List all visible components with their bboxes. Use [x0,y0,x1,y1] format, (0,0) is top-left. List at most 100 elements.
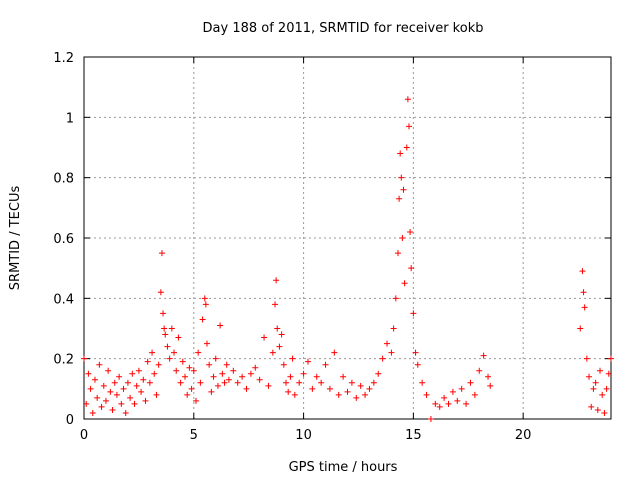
data-point [118,400,125,407]
data-point [335,391,342,398]
data-point [340,373,347,380]
y-tick-label: 0.4 [53,292,74,307]
data-point [247,370,254,377]
data-point [580,289,587,296]
data-point [140,376,147,383]
data-point [476,367,483,374]
data-point [278,331,285,338]
data-point [157,289,164,296]
data-point [313,373,320,380]
data-point [188,385,195,392]
data-point [401,280,408,287]
plot-frame [83,56,612,420]
data-point [149,349,156,356]
data-point [395,250,402,257]
data-point [296,379,303,386]
data-point [397,150,404,157]
data-point [392,295,399,302]
x-tick-label: 15 [405,428,422,443]
data-point [366,385,373,392]
data-point [399,235,406,241]
data-point [94,394,101,401]
data-point [285,388,292,395]
data-point [322,361,329,368]
data-point [109,406,116,413]
data-point [291,391,298,398]
gridlines [84,57,611,419]
data-point [217,322,224,329]
data-point [403,144,410,151]
y-tick-label: 0.6 [53,232,74,247]
data-point [87,385,94,392]
data-point [586,373,593,380]
data-point [601,409,608,416]
data-point [388,349,395,356]
data-point [184,391,191,398]
data-points [81,96,614,422]
data-point [405,123,412,130]
data-point [202,301,209,308]
data-point [419,379,426,386]
data-point [583,355,590,362]
data-point [362,391,369,398]
x-axis-label: GPS time / hours [289,460,398,475]
data-point [219,370,226,377]
data-point [590,385,597,392]
x-tick-label: 20 [515,428,532,443]
data-point [581,304,588,311]
data-point [133,382,140,389]
data-point [608,355,614,362]
data-point [199,316,206,323]
data-point [396,195,403,202]
data-point [214,382,221,389]
data-point [175,334,182,341]
data-point [269,349,276,356]
data-point [221,379,228,386]
data-point [289,355,296,362]
data-point [131,400,138,407]
data-point [480,352,487,359]
data-point [212,355,219,362]
data-point [83,400,90,407]
x-axis-ticks: 0 5 10 15 20 [80,57,532,443]
data-point [195,349,202,356]
data-point [256,376,263,383]
data-point [331,349,338,356]
data-point [107,388,114,395]
data-point [357,382,364,389]
data-point [111,379,118,386]
data-point [261,334,268,341]
data-point [230,367,237,374]
data-point [398,174,405,181]
chart-title: Day 188 of 2011, SRMTID for receiver kok… [203,21,484,36]
data-point [265,382,272,389]
data-point [105,367,112,374]
data-point [276,343,283,350]
data-point [85,370,92,377]
data-point [135,367,142,374]
data-point [164,343,171,350]
data-point [463,400,470,407]
data-point [243,385,250,392]
data-point [151,370,158,377]
data-point [173,367,180,374]
data-point [168,325,175,332]
data-point [287,373,294,380]
y-tick-label: 0.8 [53,172,74,187]
data-point [577,325,584,332]
data-point [605,370,612,377]
data-point [318,379,325,386]
data-point [304,358,311,365]
data-point [326,385,333,392]
data-point [113,391,120,398]
data-point [197,379,204,386]
data-point [408,265,415,272]
data-point [160,310,167,317]
data-point [129,370,136,377]
data-point [390,325,397,332]
data-point [370,379,377,386]
x-tick-label: 10 [295,428,312,443]
data-point [300,370,307,377]
data-point [283,379,290,386]
data-point [102,397,109,404]
